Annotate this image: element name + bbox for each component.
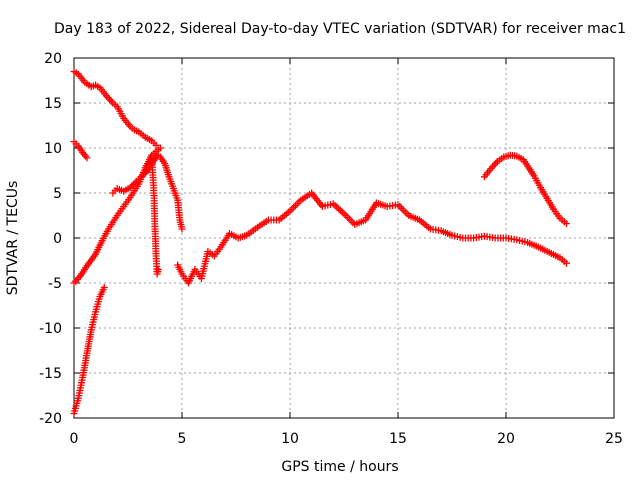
series-arc-1 — [70, 68, 160, 149]
chart-title: Day 183 of 2022, Sidereal Day-to-day VTE… — [54, 21, 626, 37]
data-point — [83, 154, 91, 162]
data-point — [129, 180, 137, 188]
y-tick-label: 20 — [44, 51, 62, 67]
y-axis-label: SDTVAR / TECUs — [5, 181, 21, 296]
tick-layer: 0 5 10 15 20 25 -20 -15 -10 -5 0 5 10 15 20 — [39, 51, 623, 447]
series-arc-6 — [174, 189, 570, 287]
data-point — [128, 182, 136, 190]
y-tick-label: 10 — [44, 141, 62, 157]
y-tick-label: -20 — [39, 411, 62, 427]
y-tick-label: -15 — [39, 366, 62, 382]
x-tick-label: 0 — [70, 431, 79, 447]
y-tick-label: -5 — [48, 276, 62, 292]
data-point — [178, 225, 186, 233]
data-layer — [70, 68, 570, 417]
data-point — [152, 141, 160, 149]
data-point — [331, 201, 339, 209]
series-arc-7 — [480, 151, 570, 228]
x-tick-label: 15 — [389, 431, 407, 447]
series-arc-4 — [70, 284, 108, 417]
data-point — [131, 179, 139, 187]
grid-layer — [74, 58, 614, 418]
data-point — [70, 279, 78, 287]
x-tick-label: 25 — [605, 431, 623, 447]
y-tick-label: -10 — [39, 321, 62, 337]
data-point — [156, 144, 164, 152]
x-tick-label: 5 — [178, 431, 187, 447]
series-arc-2 — [70, 138, 91, 162]
x-tick-label: 10 — [281, 431, 299, 447]
data-point — [562, 220, 570, 228]
y-tick-label: 5 — [53, 186, 62, 202]
data-point — [126, 184, 134, 192]
x-tick-label: 20 — [497, 431, 515, 447]
y-tick-label: 0 — [53, 231, 62, 247]
data-point — [154, 266, 162, 273]
data-point — [562, 259, 570, 267]
y-tick-label: 15 — [44, 96, 62, 112]
data-point — [100, 284, 108, 291]
series-spike — [148, 153, 162, 278]
series-arc-5 — [109, 151, 186, 233]
x-axis-label: GPS time / hours — [281, 459, 398, 475]
